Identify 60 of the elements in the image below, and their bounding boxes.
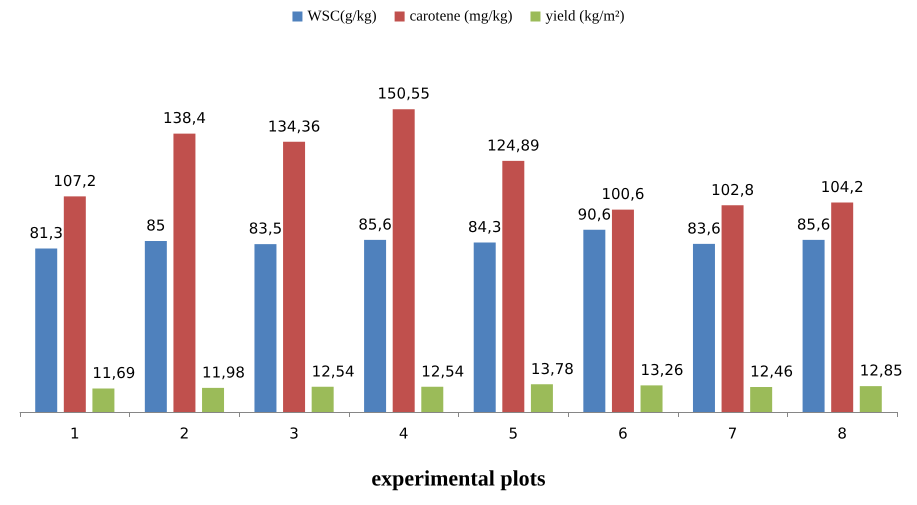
- data-label: 12,46: [750, 362, 794, 380]
- bar: [283, 142, 306, 412]
- legend-label: carotene (mg/kg): [410, 8, 512, 24]
- x-axis-title: experimental plots: [371, 466, 546, 490]
- data-label: 13,26: [640, 360, 684, 379]
- x-tick-label: 7: [728, 424, 738, 442]
- bar: [530, 384, 553, 412]
- data-label: 85: [146, 216, 166, 235]
- bar: [364, 240, 386, 412]
- data-label: 12,54: [421, 362, 464, 380]
- data-label: 134,36: [268, 117, 320, 136]
- bar: [392, 109, 415, 412]
- bar: [35, 248, 58, 412]
- bar: [254, 244, 276, 412]
- data-label: 85,6: [796, 215, 830, 234]
- data-label: 102,8: [711, 180, 754, 199]
- data-label: 107,2: [53, 172, 96, 190]
- bar: [144, 241, 167, 412]
- bar: [750, 386, 772, 412]
- x-tick-label: 2: [180, 424, 190, 442]
- bar: [612, 210, 634, 412]
- data-label: 124,89: [487, 136, 540, 154]
- x-tick-label: 1: [70, 424, 80, 442]
- data-label: 85,6: [358, 215, 392, 234]
- data-label: 83,5: [248, 220, 282, 238]
- x-tick-label: 4: [398, 424, 408, 442]
- data-label: 81,3: [30, 224, 63, 242]
- bar: [64, 196, 86, 412]
- data-label: 11,98: [202, 363, 245, 382]
- bar: [312, 386, 334, 412]
- bar: [722, 205, 744, 412]
- bar: [421, 386, 444, 412]
- bar: [583, 230, 606, 412]
- x-tick-label: 8: [837, 424, 847, 442]
- data-label: 138,4: [162, 109, 206, 128]
- data-label: 11,69: [92, 364, 136, 382]
- data-label: 12,85: [860, 362, 903, 380]
- bar: [692, 244, 715, 412]
- data-label: 84,3: [468, 218, 502, 236]
- legend-label: WSC(g/kg): [307, 8, 377, 24]
- bar: [92, 388, 114, 412]
- data-label: 100,6: [601, 185, 644, 204]
- data-label: 13,78: [530, 360, 574, 378]
- bar: [831, 202, 854, 412]
- x-tick-label: 5: [508, 424, 518, 442]
- bar: [860, 386, 882, 412]
- legend-label: yield (kg/m²): [545, 8, 625, 24]
- data-label: 150,55: [377, 84, 430, 103]
- bar: [802, 240, 825, 412]
- x-tick-label: 6: [618, 424, 628, 442]
- data-label: 83,6: [687, 219, 721, 238]
- data-label: 12,54: [312, 362, 355, 380]
- bar: [202, 388, 224, 412]
- data-label: 90,6: [578, 205, 612, 224]
- data-label: 104,2: [820, 178, 864, 196]
- bar: [173, 134, 196, 412]
- bar: [502, 160, 524, 412]
- x-tick-label: 3: [289, 424, 299, 442]
- bar: [640, 385, 663, 412]
- bar: [474, 242, 496, 412]
